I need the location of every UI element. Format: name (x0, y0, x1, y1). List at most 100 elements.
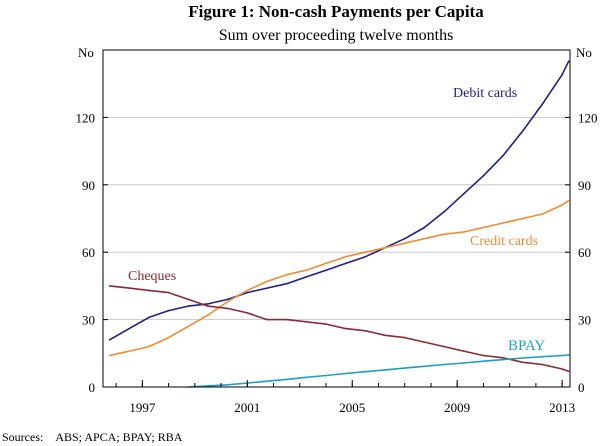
data-point-credit-cards (384, 246, 386, 249)
data-point-bpay (344, 372, 347, 375)
data-point-bpay (561, 354, 563, 357)
x-tick-label: 1997 (129, 400, 156, 415)
data-point-bpay (403, 367, 406, 369)
data-point-debit-cards (423, 226, 426, 229)
data-point-bpay (384, 369, 386, 371)
data-point-cheques (344, 327, 347, 330)
data-point-debit-cards (482, 175, 485, 177)
data-point-cheques (285, 318, 288, 321)
data-point-credit-cards (423, 237, 426, 240)
data-point-cheques (423, 341, 426, 343)
data-point-bpay (443, 363, 445, 366)
data-point-debit-cards (502, 154, 504, 157)
series-line-credit-cards (109, 199, 570, 357)
data-point-debit-cards (403, 237, 406, 240)
y-axis-label-left: No (78, 45, 94, 60)
data-point-debit-cards (128, 327, 131, 330)
data-point-debit-cards (108, 339, 111, 341)
y-tick-label-left: 60 (82, 245, 95, 260)
data-point-bpay (462, 362, 465, 364)
data-point-debit-cards (148, 316, 150, 319)
data-point-debit-cards (246, 291, 249, 294)
data-point-cheques (567, 370, 570, 373)
data-point-credit-cards (226, 300, 229, 303)
y-tick-label-right: 30 (578, 313, 591, 328)
data-point-bpay (567, 354, 570, 356)
data-point-cheques (108, 285, 111, 287)
y-tick-label-right: 120 (578, 110, 598, 125)
data-point-debit-cards (541, 103, 544, 105)
x-tick-label: 2009 (444, 400, 470, 415)
data-point-credit-cards (148, 345, 150, 348)
data-point-cheques (167, 291, 170, 294)
data-point-credit-cards (187, 325, 190, 328)
data-point-cheques (482, 354, 485, 357)
data-point-debit-cards (443, 210, 445, 213)
series-label-debit-cards: Debit cards (453, 86, 517, 101)
data-point-cheques (502, 356, 504, 359)
data-point-debit-cards (226, 298, 229, 301)
data-point-cheques (305, 321, 308, 323)
plot-frame (102, 49, 571, 388)
data-point-debit-cards (187, 305, 190, 307)
data-point-debit-cards (462, 192, 465, 195)
data-point-bpay (226, 383, 229, 386)
data-point-cheques (266, 318, 268, 321)
series-line-debit-cards (109, 60, 570, 341)
gridlines (103, 117, 570, 321)
data-point-credit-cards (521, 217, 524, 220)
data-point-credit-cards (108, 354, 111, 357)
axis-ticks: 0 0 30 30 60 60 90 90 120 120 1997 2001 2005 2009 2013 (76, 110, 598, 415)
data-point-credit-cards (561, 204, 563, 206)
data-point-bpay (364, 370, 367, 373)
data-point-credit-cards (207, 314, 209, 316)
data-point-bpay (423, 365, 426, 368)
data-point-credit-cards (567, 199, 570, 202)
data-point-credit-cards (443, 233, 445, 236)
data-point-cheques (541, 363, 544, 366)
data-point-cheques (364, 330, 367, 332)
data-point-debit-cards (207, 303, 209, 305)
data-point-credit-cards (462, 231, 465, 233)
series-label-cheques: Cheques (128, 269, 176, 284)
series-lines (108, 60, 570, 388)
x-tick-label: 2001 (234, 400, 260, 415)
data-point-debit-cards (364, 255, 367, 258)
y-tick-label-left: 0 (89, 380, 96, 395)
data-point-debit-cards (285, 282, 288, 285)
data-point-debit-cards (561, 73, 563, 76)
data-point-cheques (246, 312, 249, 314)
data-point-credit-cards (305, 269, 308, 271)
x-tick-label: 2013 (549, 400, 575, 415)
data-point-credit-cards (364, 251, 367, 253)
data-point-cheques (521, 361, 524, 364)
series-label-credit-cards: Credit cards (470, 234, 538, 249)
data-point-credit-cards (403, 242, 406, 245)
data-point-cheques (403, 336, 406, 339)
data-point-debit-cards (305, 276, 308, 278)
data-point-cheques (561, 368, 563, 370)
data-point-bpay (521, 357, 524, 359)
data-point-cheques (325, 323, 327, 325)
data-point-debit-cards (344, 262, 347, 265)
data-point-credit-cards (285, 273, 288, 276)
data-point-credit-cards (128, 350, 131, 352)
data-point-credit-cards (266, 280, 268, 283)
data-point-debit-cards (266, 287, 268, 289)
y-tick-label-left: 90 (82, 178, 95, 193)
data-point-cheques (462, 350, 465, 352)
y-axis-label-right: No (576, 45, 592, 60)
data-point-bpay (266, 380, 268, 382)
data-point-bpay (325, 374, 327, 377)
data-point-credit-cards (325, 262, 327, 265)
series-label-bpay: BPAY (508, 338, 545, 354)
data-point-credit-cards (167, 336, 170, 339)
data-point-debit-cards (167, 309, 170, 312)
data-point-debit-cards (521, 130, 524, 132)
data-point-bpay (502, 358, 504, 361)
source-note: Sources: ABS; APCA; BPAY; RBA (2, 430, 183, 444)
data-point-bpay (482, 360, 485, 362)
y-tick-label-right: 0 (578, 380, 585, 395)
data-point-credit-cards (502, 222, 504, 224)
